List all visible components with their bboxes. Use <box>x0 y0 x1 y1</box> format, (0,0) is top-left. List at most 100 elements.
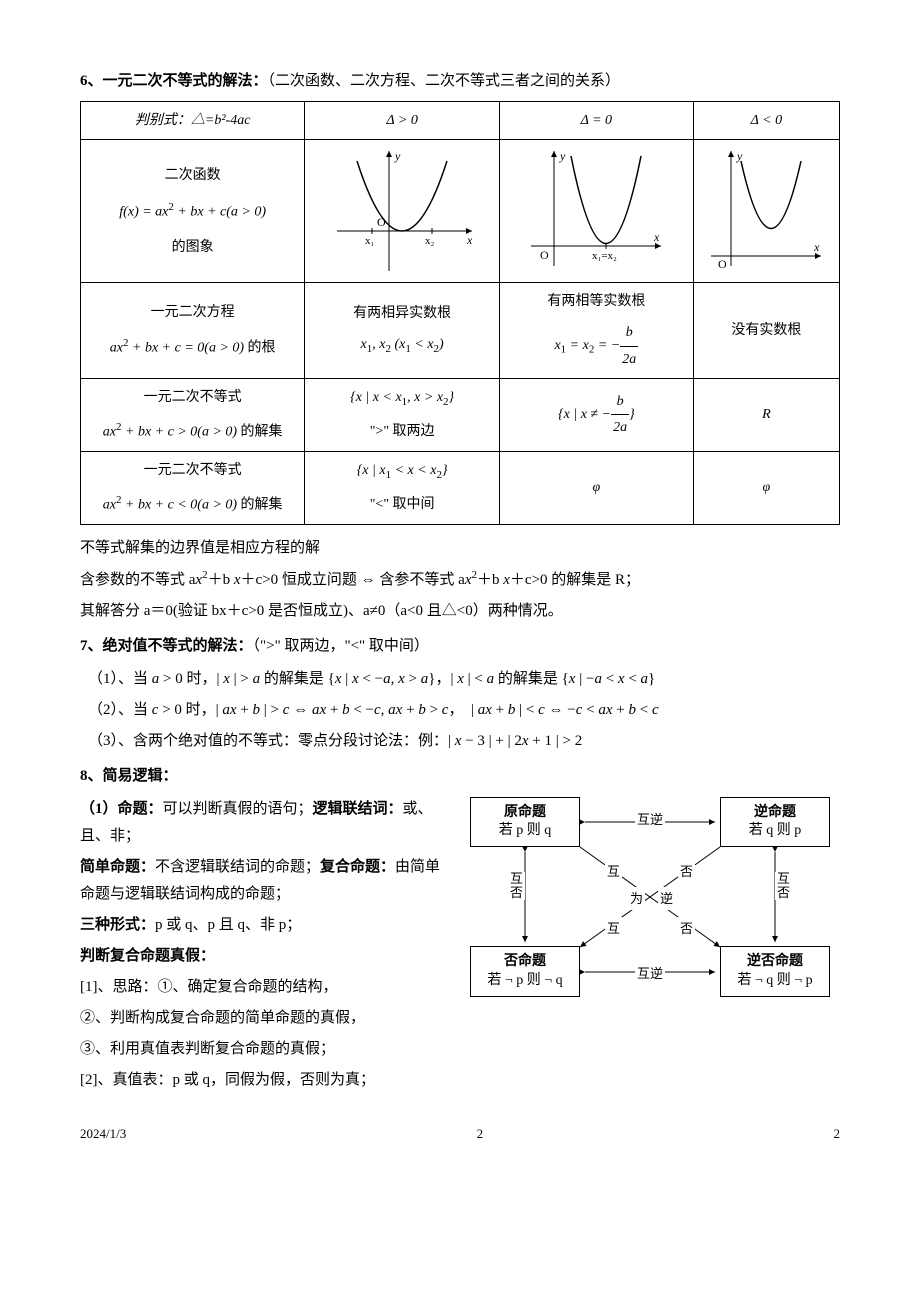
node-inverse-title: 否命题 <box>475 953 575 971</box>
graph-row-label: 二次函数 f(x) = ax2 + bx + c(a > 0) 的图象 <box>81 140 305 283</box>
svg-text:x: x <box>653 230 660 244</box>
gt-cell-eq: {x | x ≠ −b2a} <box>499 378 693 451</box>
eq-c2b: x1 = x2 = −b2a <box>508 320 685 371</box>
gt-formula: ax2 + bx + c > 0(a > 0) 的解集 <box>89 418 296 445</box>
proposition-diagram: 原命题 若 p 则 q 逆命题 若 q 则 p 否命题 若 ¬ p 则 ¬ q … <box>460 792 840 1002</box>
edge-d3b: 否 <box>678 917 695 940</box>
eq-formula: ax2 + bx + c = 0(a > 0) 的根 <box>89 334 296 361</box>
p1c: 逻辑联结词： <box>313 801 403 817</box>
gt-cell-lt: R <box>693 378 839 451</box>
section-8-title: 8、简易逻辑： <box>80 763 840 790</box>
section-7-p2: （2）、当 c > 0 时，| ax + b | > c ⇔ ax + b < … <box>88 697 840 724</box>
quadratic-table: 判别式：△=b²-4ac Δ > 0 Δ = 0 Δ < 0 二次函数 f(x)… <box>80 101 840 525</box>
svg-text:O: O <box>540 248 549 262</box>
gt-c1a: {x | x < x1, x > x2} <box>313 385 491 413</box>
node-contrapositive-title: 逆否命题 <box>725 953 825 971</box>
edge-top: 互逆 <box>635 808 665 831</box>
eq-c1a: 有两相异实数根 <box>313 301 491 326</box>
edge-d1b: 否 <box>678 860 695 883</box>
node-converse: 逆命题 若 q 则 p <box>720 797 830 847</box>
graph-cell-lt: x y O <box>693 140 839 283</box>
p3b: p 或 q、p 且 q、非 p； <box>155 917 301 933</box>
svg-text:x: x <box>813 240 820 254</box>
edge-d1a: 互 <box>605 860 622 883</box>
parabola-no-root-icon: x y O <box>706 146 826 276</box>
node-inverse: 否命题 若 ¬ p 则 ¬ q <box>470 946 580 996</box>
section-8-l3: ③、利用真值表判断复合命题的真假； <box>80 1036 840 1063</box>
node-contrapositive-sub: 若 ¬ q 则 ¬ p <box>725 972 825 990</box>
table-lt-row: 一元二次不等式 ax2 + bx + c < 0(a > 0) 的解集 {x |… <box>81 451 840 524</box>
svg-text:y: y <box>736 149 743 163</box>
node-contrapositive: 逆否命题 若 ¬ q 则 ¬ p <box>720 946 830 996</box>
node-original-title: 原命题 <box>475 804 575 822</box>
section-8-l2: ②、判断构成复合命题的简单命题的真假， <box>80 1005 840 1032</box>
edge-d2b: 逆 <box>658 887 675 910</box>
note-3: 其解答分 a＝0(验证 bx＋c>0 是否恒成立)、a≠0（a<0 且△<0）两… <box>80 598 840 625</box>
table-graph-row: 二次函数 f(x) = ax2 + bx + c(a > 0) 的图象 x y … <box>81 140 840 283</box>
section-7-heading: 7、绝对值不等式的解法： <box>80 638 253 654</box>
p1b: 可以判断真假的语句； <box>163 801 313 817</box>
lt-formula: ax2 + bx + c < 0(a > 0) 的解集 <box>89 491 296 518</box>
gt-c2: {x | x ≠ −b2a} <box>508 389 685 440</box>
p1a: （1）命题： <box>80 801 163 817</box>
th-delta-lt-text: Δ < 0 <box>751 113 782 128</box>
lt-label: 一元二次不等式 <box>89 458 296 483</box>
gt-row-label: 一元二次不等式 ax2 + bx + c > 0(a > 0) 的解集 <box>81 378 305 451</box>
svg-text:O: O <box>377 215 386 229</box>
svg-text:O: O <box>718 257 727 271</box>
lt-c1a: {x | x1 < x < x2} <box>313 458 491 486</box>
section-6-title: 6、一元二次不等式的解法：（二次函数、二次方程、二次不等式三者之间的关系） <box>80 68 840 95</box>
graph-label-1: 二次函数 <box>89 163 296 188</box>
table-equation-row: 一元二次方程 ax2 + bx + c = 0(a > 0) 的根 有两相异实数… <box>81 283 840 379</box>
node-original-sub: 若 p 则 q <box>475 822 575 840</box>
table-header-row: 判别式：△=b²-4ac Δ > 0 Δ = 0 Δ < 0 <box>81 102 840 140</box>
edge-d2a: 为 <box>628 887 645 910</box>
gt-c1b: ">" 取两边 <box>313 419 491 444</box>
p2c: 复合命题： <box>320 859 395 875</box>
svg-text:x₂: x₂ <box>425 235 435 247</box>
section-7-p3: （3）、含两个绝对值的不等式：零点分段讨论法：例：| x − 3 | + | 2… <box>88 728 840 755</box>
th-delta-gt-text: Δ > 0 <box>386 113 417 128</box>
parabola-one-root-icon: x y O x₁=x₂ <box>526 146 666 276</box>
table-gt-row: 一元二次不等式 ax2 + bx + c > 0(a > 0) 的解集 {x |… <box>81 378 840 451</box>
eq-cell-eq: 有两相等实数根 x1 = x2 = −b2a <box>499 283 693 379</box>
th-discriminant: 判别式：△=b²-4ac <box>81 102 305 140</box>
graph-label-2: 的图象 <box>89 235 296 260</box>
section-7-p1: （1）、当 a > 0 时，| x | > a 的解集是 {x | x < −a… <box>88 666 840 693</box>
graph-formula: f(x) = ax2 + bx + c(a > 0) <box>89 198 296 225</box>
note-2: 含参数的不等式 ax2＋b x＋c>0 恒成立问题 ⇔ 含参不等式 ax2＋b … <box>80 566 840 594</box>
footer-mid: 2 <box>477 1122 484 1145</box>
section-6-heading: 6、一元二次不等式的解法： <box>80 73 268 89</box>
section-6-subtitle: （二次函数、二次方程、二次不等式三者之间的关系） <box>268 73 621 89</box>
edge-bottom: 互逆 <box>635 962 665 985</box>
eq-row-label: 一元二次方程 ax2 + bx + c = 0(a > 0) 的根 <box>81 283 305 379</box>
parabola-two-roots-icon: x y O x₁ x₂ <box>327 146 477 276</box>
p3a: 三种形式： <box>80 917 155 933</box>
node-converse-sub: 若 q 则 p <box>725 822 825 840</box>
th-delta-lt: Δ < 0 <box>693 102 839 140</box>
node-original: 原命题 若 p 则 q <box>470 797 580 847</box>
footer-date: 2024/1/3 <box>80 1122 126 1145</box>
th-delta-gt: Δ > 0 <box>305 102 500 140</box>
lt-row-label: 一元二次不等式 ax2 + bx + c < 0(a > 0) 的解集 <box>81 451 305 524</box>
svg-text:y: y <box>559 149 566 163</box>
graph-cell-gt: x y O x₁ x₂ <box>305 140 500 283</box>
edge-right: 互否 <box>775 872 792 901</box>
th-discriminant-text: 判别式：△=b²-4ac <box>135 113 251 128</box>
lt-cell-gt: {x | x1 < x < x2} "<" 取中间 <box>305 451 500 524</box>
p2a: 简单命题： <box>80 859 155 875</box>
node-inverse-sub: 若 ¬ p 则 ¬ q <box>475 972 575 990</box>
lt-c1b: "<" 取中间 <box>313 492 491 517</box>
page-footer: 2024/1/3 2 2 <box>80 1122 840 1145</box>
th-delta-eq-text: Δ = 0 <box>581 113 612 128</box>
lt-cell-eq: φ <box>499 451 693 524</box>
note-1: 不等式解集的边界值是相应方程的解 <box>80 535 840 562</box>
eq-cell-gt: 有两相异实数根 x1, x2 (x1 < x2) <box>305 283 500 379</box>
section-7-title: 7、绝对值不等式的解法：（">" 取两边，"<" 取中间） <box>80 633 840 660</box>
edge-left: 互否 <box>508 872 525 901</box>
p2b: 不含逻辑联结词的命题； <box>155 859 320 875</box>
gt-cell-gt: {x | x < x1, x > x2} ">" 取两边 <box>305 378 500 451</box>
edge-d3a: 互 <box>605 917 622 940</box>
graph-cell-eq: x y O x₁=x₂ <box>499 140 693 283</box>
th-delta-eq: Δ = 0 <box>499 102 693 140</box>
